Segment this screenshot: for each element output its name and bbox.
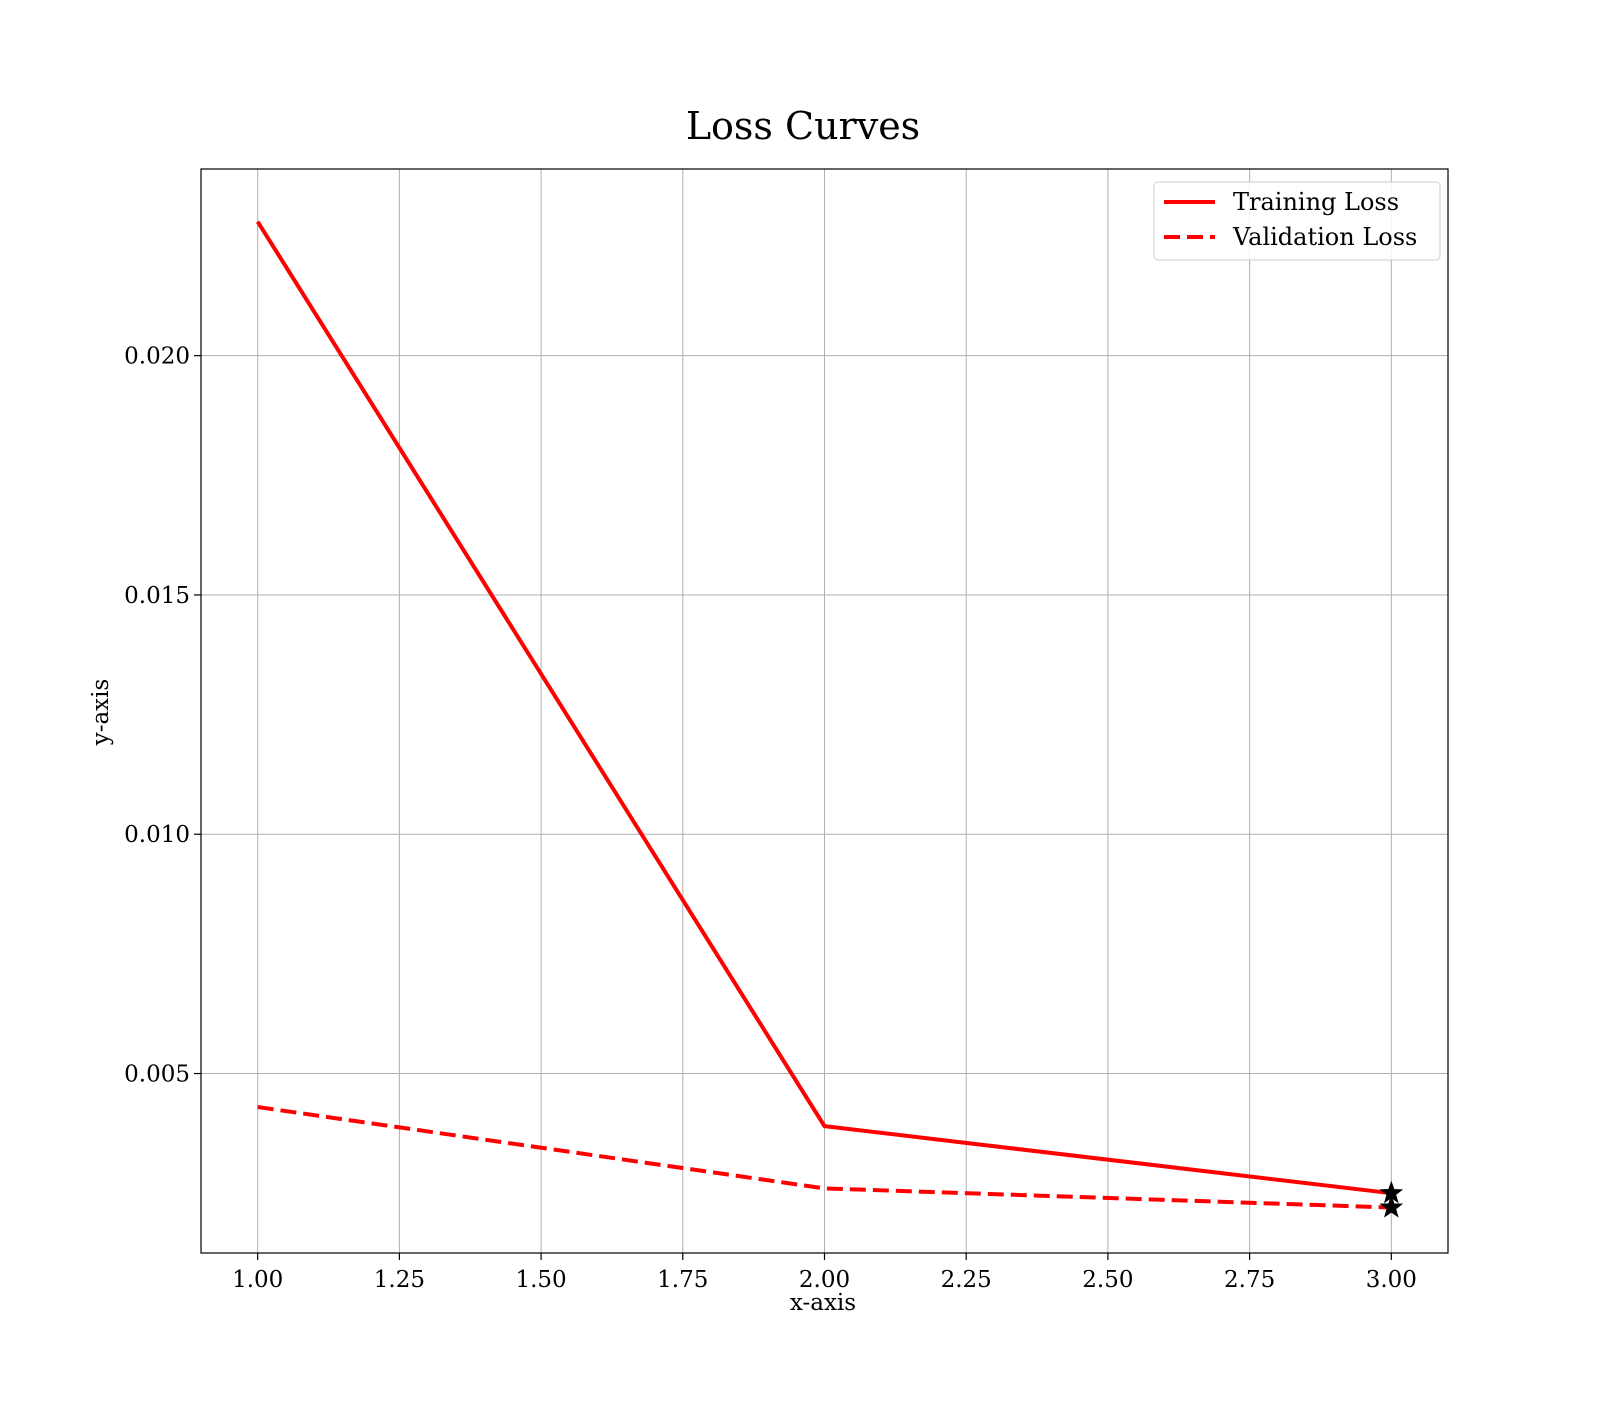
- x-tick-label: 2.50: [1082, 1267, 1133, 1293]
- legend-box: [1153, 181, 1441, 261]
- x-tick-label: 3.00: [1366, 1267, 1417, 1293]
- series-lines: [255, 220, 1392, 1210]
- y-axis-label: y-axis: [88, 679, 114, 747]
- x-tick-label: 2.75: [1224, 1267, 1275, 1293]
- chart-title: Loss Curves: [686, 104, 920, 148]
- x-tick-label: 1.00: [232, 1267, 283, 1293]
- x-tick-label: 2.25: [941, 1267, 992, 1293]
- y-tick-label: 0.005: [124, 1062, 190, 1088]
- grid-lines: [201, 169, 1448, 1253]
- legend-entry-label: Validation Loss: [1232, 223, 1417, 251]
- y-tick-label: 0.010: [124, 822, 190, 848]
- x-axis-ticks: 1.00 1.25 1.50 1.75 2.00 2.25 2.50 2.75 3.00: [232, 1253, 1417, 1293]
- series-markers: [1379, 1180, 1404, 1218]
- x-tick-label: 2.00: [799, 1267, 850, 1293]
- series-line-training-loss: [255, 220, 1392, 1196]
- x-tick-label: 1.75: [657, 1267, 708, 1293]
- series-line-validation-loss: [257, 1105, 1392, 1210]
- x-tick-label: 1.25: [374, 1267, 425, 1293]
- legend: Training Loss Validation Loss: [1153, 181, 1441, 261]
- legend-entry-label: Training Loss: [1233, 188, 1399, 216]
- y-tick-label: 0.015: [124, 583, 190, 609]
- x-tick-label: 1.50: [515, 1267, 566, 1293]
- x-axis-label: x-axis: [790, 1290, 856, 1316]
- y-axis-ticks: 0.005 0.010 0.015 0.020: [124, 344, 201, 1088]
- final-point-star-marker: [1379, 1195, 1404, 1218]
- y-tick-label: 0.020: [124, 344, 190, 370]
